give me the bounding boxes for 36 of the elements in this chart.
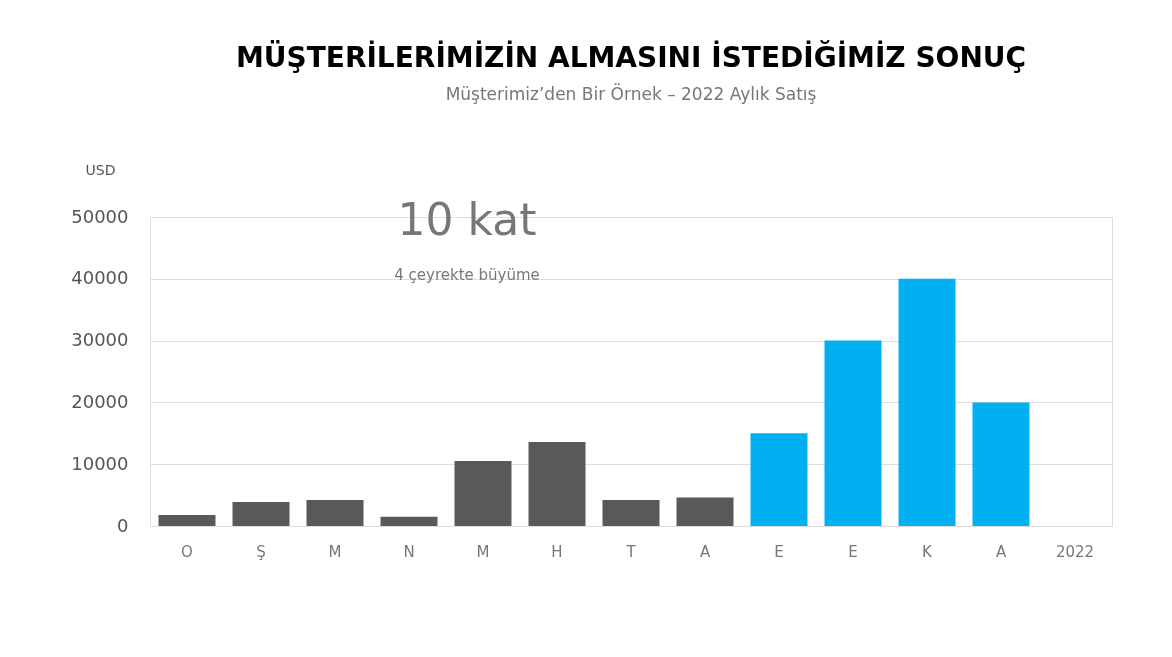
x-tick-label: A: [699, 542, 711, 561]
y-tick-label: 40000: [71, 267, 129, 289]
bar: [676, 497, 734, 526]
bar: [454, 461, 512, 526]
x-tick-label: K: [922, 542, 934, 561]
x-tick-label: N: [403, 542, 415, 561]
x-tick-label: A: [995, 542, 1007, 561]
y-tick-label: 30000: [71, 329, 129, 351]
bar: [306, 500, 364, 526]
bar: [824, 340, 882, 526]
chart-subtitle: Müşterimiz’den Bir Örnek – 2022 Aylık Satış: [445, 83, 817, 104]
bar: [158, 514, 216, 526]
y-tick-label: 10000: [71, 452, 129, 474]
annotation: 4 çeyrekte büyüme: [394, 266, 540, 284]
chart-title: MÜŞTERİLERİMİZİN ALMASINI İSTEDİĞİMİZ SONUÇ: [235, 40, 1027, 74]
x-tick-label: O: [181, 542, 193, 561]
bar: [232, 501, 290, 526]
x-tick-label: Ş: [256, 542, 266, 561]
x-tick-label: 2022: [1055, 542, 1095, 561]
bar: [750, 433, 808, 526]
x-tick-label: T: [625, 542, 637, 561]
y-axis-title: USD: [85, 161, 116, 178]
y-tick-label: 20000: [71, 390, 129, 412]
annotation: 10 kat: [397, 194, 537, 245]
x-tick-label: E: [774, 542, 784, 561]
x-tick-label: E: [848, 542, 858, 561]
x-tick-label: H: [551, 542, 563, 561]
y-tick-label: 50000: [71, 205, 129, 227]
bar: [898, 278, 956, 526]
bar: [528, 441, 586, 526]
bar: [972, 402, 1030, 526]
y-tick-label: 0: [117, 514, 129, 536]
x-tick-label: M: [476, 542, 490, 561]
x-tick-label: M: [328, 542, 342, 561]
bar: [602, 500, 660, 526]
bar: [380, 516, 438, 526]
